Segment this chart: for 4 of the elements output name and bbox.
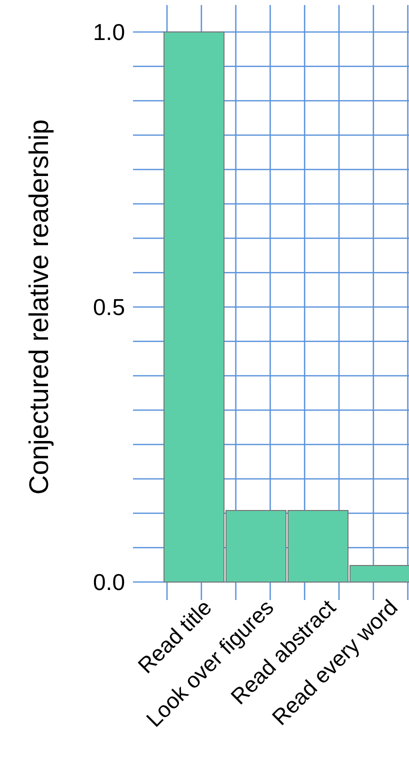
y-tick-label: 0.0 — [93, 569, 125, 596]
y-axis-title: Conjectured relative readership — [24, 119, 54, 495]
y-tick-label: 0.5 — [93, 294, 125, 320]
y-tick-label: 1.0 — [93, 19, 125, 46]
